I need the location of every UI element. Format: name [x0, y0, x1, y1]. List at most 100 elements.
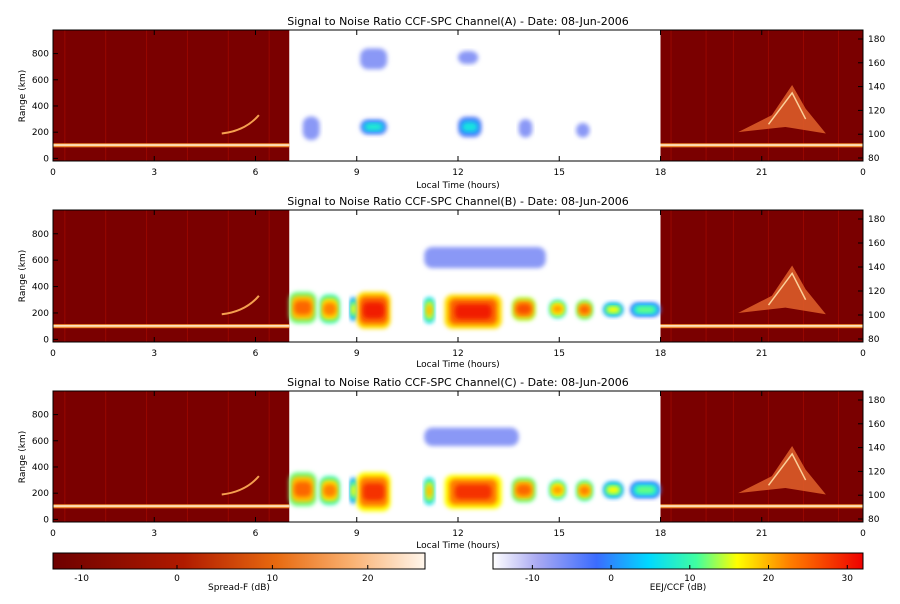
echo-blob-core — [606, 486, 620, 494]
echo-blob-core — [516, 484, 532, 496]
echo-blob-edge — [518, 119, 533, 138]
echo-blob — [350, 477, 357, 504]
panel-a-axes: 0 3 6 9 12 15 18 21 0020040060080080100120140160… — [32, 30, 885, 178]
panel-b: Signal to Noise Ratio CCF-SPC Channel(B)… — [18, 195, 885, 370]
echo-blob-edge — [424, 246, 546, 269]
echo-blob — [630, 302, 661, 317]
y-tick-left-label: 200 — [32, 309, 49, 319]
panel-a-plot — [53, 30, 863, 161]
x-tick-label: 21 — [756, 349, 767, 359]
panel-b-xlabel: Local Time (hours) — [416, 360, 499, 370]
echo-blob — [289, 472, 317, 507]
x-tick-label: 15 — [554, 529, 565, 539]
y-tick-right-label: 160 — [868, 239, 885, 249]
echo-blob-core — [516, 303, 532, 315]
echo-blob — [289, 291, 317, 324]
x-tick-label: 15 — [554, 349, 565, 359]
x-tick-label: 3 — [151, 349, 157, 359]
y-tick-left-label: 800 — [32, 230, 49, 240]
panel-c-axes: 0 3 6 9 12 15 18 21 0020040060080080100120140160… — [32, 391, 885, 539]
y-tick-left-label: 600 — [32, 437, 49, 447]
colorbar-spread-f-label: Spread-F (dB) — [208, 583, 270, 593]
colorbar-tick-label: -10 — [525, 574, 540, 584]
echo-blob-core — [426, 485, 433, 498]
y-tick-right-label: 180 — [868, 396, 885, 406]
colorbar-spread-f-gradient — [52, 552, 426, 570]
echo-blob — [576, 299, 593, 320]
echo-blob — [603, 302, 624, 317]
y-tick-left-label: 400 — [32, 283, 49, 293]
x-tick-label: 0 — [860, 529, 866, 539]
layer-trace-core — [660, 144, 863, 146]
night-region — [660, 30, 863, 161]
y-tick-left-label: 800 — [32, 411, 49, 421]
echo-blob — [444, 474, 502, 509]
colorbar-tick-label: 0 — [608, 574, 614, 584]
panel-a-title: Signal to Noise Ratio CCF-SPC Channel(A)… — [287, 15, 628, 28]
y-tick-right-label: 180 — [868, 215, 885, 225]
layer-trace-core — [660, 325, 863, 327]
plume-region — [738, 85, 826, 134]
y-tick-right-label: 140 — [868, 444, 885, 454]
y-tick-left-label: 600 — [32, 76, 49, 86]
evening-hook — [221, 114, 260, 135]
echo-blob-edge — [360, 48, 388, 70]
echo-blob — [302, 116, 320, 141]
y-tick-right-label: 140 — [868, 83, 885, 93]
echo-blob-core — [426, 304, 433, 317]
x-tick-label: 0 — [860, 168, 866, 178]
echo-blob — [360, 119, 388, 135]
echo-blob — [424, 297, 435, 324]
layer-trace-core — [53, 505, 290, 507]
echo-blob-core — [579, 485, 590, 496]
echo-blob — [356, 472, 391, 512]
echo-blob — [360, 48, 388, 70]
x-tick-label: 0 — [50, 349, 56, 359]
x-tick-label: 3 — [151, 529, 157, 539]
y-tick-left-label: 600 — [32, 256, 49, 266]
x-tick-label: 21 — [756, 529, 767, 539]
echo-blob — [512, 297, 536, 321]
y-tick-right-label: 140 — [868, 263, 885, 273]
echo-blob-core — [351, 484, 356, 497]
panel-c-title: Signal to Noise Ratio CCF-SPC Channel(C)… — [287, 376, 629, 389]
night-region — [660, 210, 863, 342]
echo-blob-core — [462, 122, 478, 132]
layer-trace-core — [53, 144, 290, 146]
echo-blob — [458, 50, 479, 65]
night-region — [53, 391, 290, 522]
echo-blob-edge — [424, 427, 519, 447]
plume-region — [738, 446, 826, 495]
echo-blob-core — [364, 123, 383, 131]
echo-blob — [549, 480, 566, 500]
x-tick-label: 12 — [452, 349, 463, 359]
echo-blob — [319, 476, 340, 505]
x-tick-label: 6 — [253, 529, 259, 539]
echo-blob-core — [362, 302, 385, 319]
panel-c-xlabel: Local Time (hours) — [416, 541, 499, 551]
y-tick-left-label: 400 — [32, 102, 49, 112]
night-region — [53, 210, 290, 342]
x-tick-label: 18 — [655, 529, 667, 539]
echo-blob — [424, 477, 435, 505]
panel-a: Signal to Noise Ratio CCF-SPC Channel(A)… — [18, 15, 885, 191]
x-tick-label: 18 — [655, 349, 667, 359]
echo-blob — [603, 481, 624, 499]
night-region — [53, 30, 290, 161]
x-tick-label: 0 — [860, 349, 866, 359]
y-tick-right-label: 80 — [868, 335, 880, 345]
plume-core — [767, 271, 807, 306]
echo-blob-edge — [458, 50, 479, 65]
echo-blob — [350, 297, 357, 321]
y-tick-right-label: 100 — [868, 130, 885, 140]
echo-blob — [424, 246, 546, 269]
x-tick-label: 21 — [756, 168, 767, 178]
x-tick-label: 18 — [655, 168, 667, 178]
y-tick-left-label: 200 — [32, 489, 49, 499]
y-tick-left-label: 0 — [43, 335, 49, 345]
echo-blob — [549, 299, 566, 319]
y-tick-left-label: 400 — [32, 463, 49, 473]
echo-blob — [444, 294, 502, 329]
echo-blob-core — [454, 304, 492, 320]
